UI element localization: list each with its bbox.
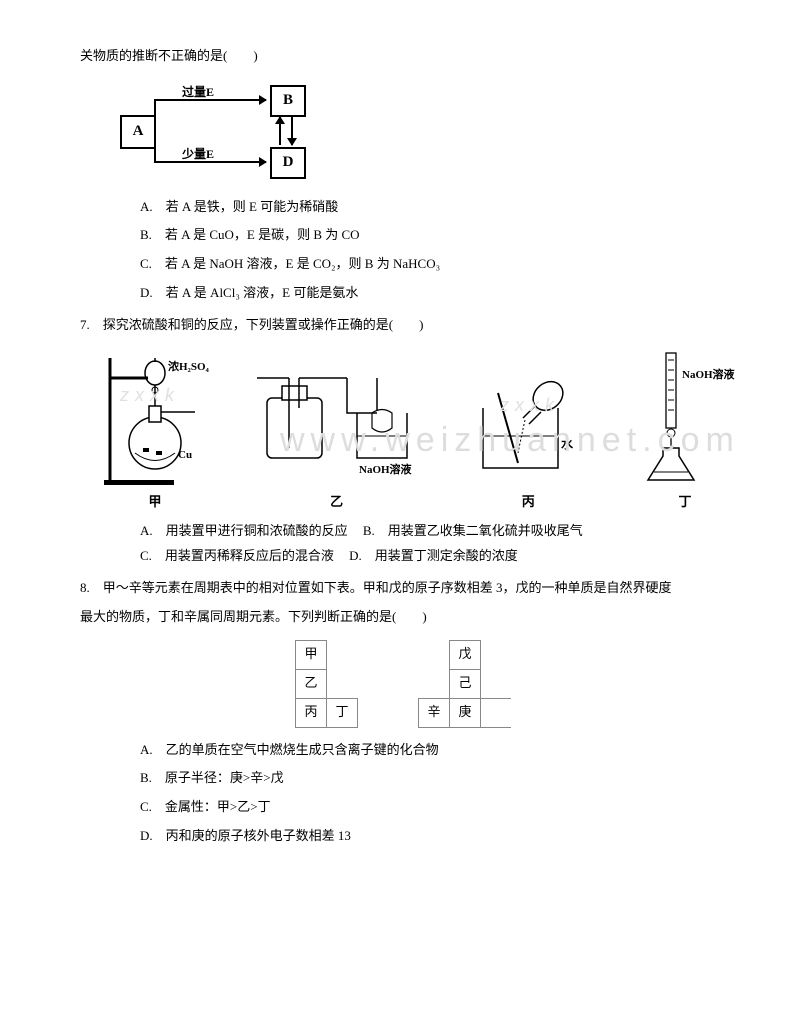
q8-option-c: C. 金属性：甲>乙>丁: [140, 795, 740, 820]
apparatus-ding-svg: NaOH溶液: [630, 348, 740, 488]
cell-ji: 己: [450, 669, 481, 698]
cell-yi: 乙: [296, 669, 327, 698]
label-bing: 丙: [522, 490, 535, 515]
q8-stem1: 8. 甲～辛等元素在周期表中的相对位置如下表。甲和戊的原子序数相差 3，戊的一种…: [80, 576, 740, 601]
q6-option-a: A. 若 A 是铁，则 E 可能为稀硝酸: [140, 195, 740, 220]
q7-option-c: C. 用装置丙稀释反应后的混合液: [140, 544, 334, 569]
cell-xin: 辛: [419, 698, 450, 727]
label-little-e: 少量E: [182, 143, 214, 166]
cell-geng: 庚: [450, 698, 481, 727]
apparatus-jia-svg: 浓H₂SO₄ Cu: [100, 348, 210, 488]
label-jia: 甲: [148, 490, 161, 515]
q6-option-d: D. 若 A 是 AlCl₃ 溶液，E 可能是氨水: [140, 281, 740, 306]
elbow1: [154, 99, 156, 130]
q6-option-b: B. 若 A 是 CuO，E 是碳，则 B 为 CO: [140, 223, 740, 248]
label-ding: 丁: [678, 490, 691, 515]
cell-jia: 甲: [296, 640, 327, 669]
q7-options-row1: A. 用装置甲进行铜和浓硫酸的反应 B. 用装置乙收集二氧化硫并吸收尾气: [140, 519, 740, 544]
q8-periodic-fragment: 甲 戊 乙 己 丙 丁 辛 庚: [295, 640, 525, 728]
label-yi: 乙: [330, 490, 343, 515]
apparatus-bing: 水 丙: [463, 368, 593, 515]
box-a: A: [120, 115, 156, 149]
apparatus-yi-svg: NaOH溶液: [247, 358, 427, 488]
q7-option-a: A. 用装置甲进行铜和浓硫酸的反应: [140, 519, 348, 544]
q7-option-b: B. 用装置乙收集二氧化硫并吸收尾气: [363, 519, 583, 544]
q6-stem: 关物质的推断不正确的是( ): [80, 44, 740, 69]
q8-option-a: A. 乙的单质在空气中燃烧生成只含离子键的化合物: [140, 738, 740, 763]
arrow-b-d-down: [291, 117, 293, 145]
q7-option-d: D. 用装置丁测定余酸的浓度: [349, 544, 518, 569]
cell-ding: 丁: [327, 698, 358, 727]
box-b: B: [270, 85, 306, 117]
q8-option-b: B. 原子半径：庚>辛>戊: [140, 766, 740, 791]
apparatus-yi: NaOH溶液 乙: [247, 358, 427, 515]
label-naoh-ding: NaOH溶液: [682, 367, 736, 381]
apparatus-bing-svg: 水: [463, 368, 593, 488]
cell-bing: 丙: [296, 698, 327, 727]
q8-stem2: 最大的物质，丁和辛属同周期元素。下列判断正确的是( ): [80, 605, 740, 630]
cell-wu: 戊: [450, 640, 481, 669]
q8-option-d: D. 丙和庚的原子核外电子数相差 13: [140, 824, 740, 849]
arrow-d-b-up: [279, 117, 281, 145]
label-cu: Cu: [178, 449, 192, 461]
label-water: 水: [561, 436, 574, 451]
q7-figure-wrap: www.weizhuannet.com zxxk zxxk 浓H₂SO₄ Cu …: [80, 348, 740, 515]
q7-stem: 7. 探究浓硫酸和铜的反应，下列装置或操作正确的是( ): [80, 313, 740, 338]
q7-options-row2: C. 用装置丙稀释反应后的混合液 D. 用装置丁测定余酸的浓度: [140, 544, 740, 569]
label-naoh-yi: NaOH溶液: [359, 462, 413, 476]
label-h2so4: 浓H₂SO₄: [168, 359, 210, 373]
elbow2: [154, 130, 156, 161]
apparatus-jia: 浓H₂SO₄ Cu 甲: [100, 348, 210, 515]
label-excess-e: 过量E: [182, 81, 214, 104]
q6-diagram: A B D 过量E 少量E: [120, 77, 740, 187]
apparatus-ding: NaOH溶液 丁: [630, 348, 740, 515]
q6-option-c: C. 若 A 是 NaOH 溶液，E 是 CO₂，则 B 为 NaHCO₃: [140, 252, 740, 277]
box-d: D: [270, 147, 306, 179]
